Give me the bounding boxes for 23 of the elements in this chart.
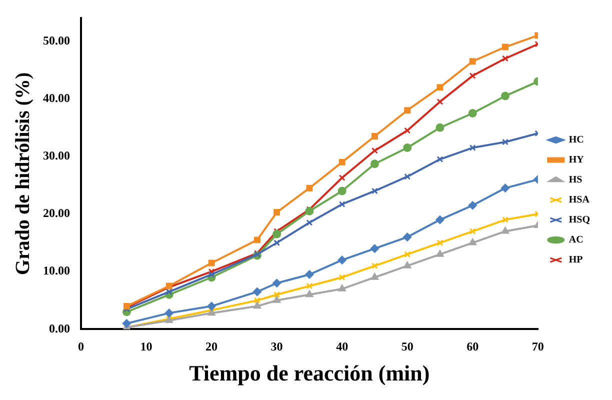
legend-label: HC bbox=[568, 134, 584, 146]
x-tick-label: 10 bbox=[140, 339, 152, 354]
legend-label: HP bbox=[568, 254, 583, 266]
x-tick-label: 0 bbox=[78, 339, 84, 354]
x-tick-label: 20 bbox=[206, 339, 218, 354]
x-tick-label: 50 bbox=[401, 339, 414, 354]
y-tick-label: 40.00 bbox=[43, 90, 70, 105]
x-tick-label: 70 bbox=[532, 339, 544, 354]
y-axis-title: Grado de hidrólisis (%) bbox=[12, 72, 34, 276]
y-tick-label: 0.00 bbox=[49, 321, 70, 336]
x-tick-label: 30 bbox=[270, 339, 283, 354]
y-tick-label: 30.00 bbox=[43, 148, 70, 163]
y-tick-label: 20.00 bbox=[43, 206, 70, 220]
legend-label: AC bbox=[568, 234, 584, 246]
x-tick-label: 40 bbox=[336, 339, 348, 354]
y-tick-label: 50.00 bbox=[43, 33, 70, 48]
x-tick-label: 60 bbox=[466, 339, 479, 354]
legend-label: HSA bbox=[568, 194, 590, 206]
y-tick-label: 10.00 bbox=[43, 264, 70, 278]
legend-label: HSQ bbox=[568, 214, 590, 226]
legend-label: HY bbox=[568, 154, 585, 166]
x-axis-title: Tiempo de reacción (min) bbox=[189, 360, 430, 386]
legend-label: HS bbox=[568, 174, 583, 186]
